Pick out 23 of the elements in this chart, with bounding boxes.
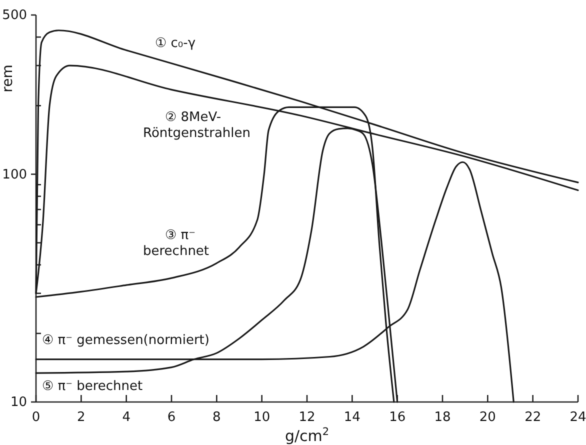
x-tick-label: 4 xyxy=(122,410,130,426)
x-tick-label: 24 xyxy=(570,410,586,426)
x-tick-label: 12 xyxy=(298,410,316,426)
x-tick-label: 22 xyxy=(524,410,542,426)
x-axis-title: g/cm$^{2}$ xyxy=(284,426,330,445)
series-label: ① c₀-γ xyxy=(155,36,196,51)
series-label: ⑤ π⁻ berechnet xyxy=(42,379,143,394)
x-tick-label: 16 xyxy=(389,410,406,426)
x-tick-label: 0 xyxy=(32,410,40,426)
x-tick-label: 14 xyxy=(344,410,360,426)
y-axis-title: rem xyxy=(0,64,16,92)
y-tick-label: 100 xyxy=(2,167,27,182)
x-tick-label: 8 xyxy=(212,410,221,426)
series-label: ④ π⁻ gemessen(normiert) xyxy=(42,333,210,348)
x-tick-label: 6 xyxy=(167,410,176,426)
x-tick-label: 10 xyxy=(254,410,270,426)
x-tick-label: 2 xyxy=(77,410,86,426)
x-tick-label: 18 xyxy=(434,410,451,426)
x-tick-label: 20 xyxy=(479,410,496,426)
y-tick-label: 500 xyxy=(2,8,27,24)
series-label: ② 8MeV- Röntgenstrahlen xyxy=(143,110,250,141)
y-tick-label: 10 xyxy=(10,395,27,410)
series-label: ③ π⁻ berechnet xyxy=(143,228,210,259)
